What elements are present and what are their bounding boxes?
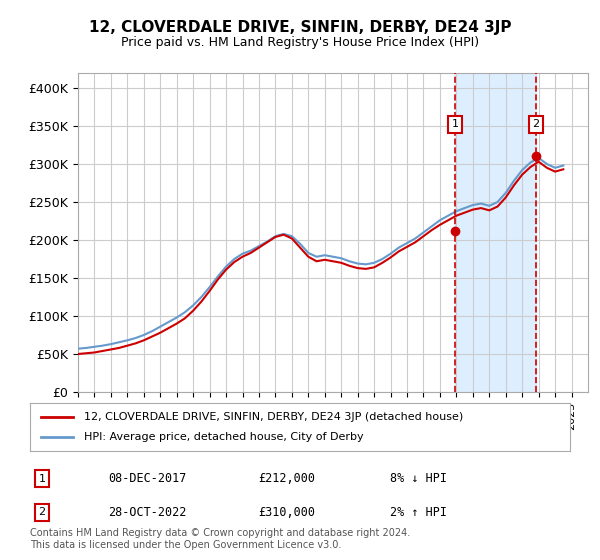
Text: Contains HM Land Registry data © Crown copyright and database right 2024.
This d: Contains HM Land Registry data © Crown c…: [30, 528, 410, 550]
Text: 12, CLOVERDALE DRIVE, SINFIN, DERBY, DE24 3JP (detached house): 12, CLOVERDALE DRIVE, SINFIN, DERBY, DE2…: [84, 412, 463, 422]
Text: £212,000: £212,000: [258, 472, 315, 486]
Text: 1: 1: [38, 474, 46, 484]
Text: 1: 1: [452, 119, 458, 129]
Text: 2: 2: [532, 119, 539, 129]
Text: 2% ↑ HPI: 2% ↑ HPI: [390, 506, 447, 519]
Text: £310,000: £310,000: [258, 506, 315, 519]
Text: 08-DEC-2017: 08-DEC-2017: [108, 472, 187, 486]
Text: 28-OCT-2022: 28-OCT-2022: [108, 506, 187, 519]
Text: 8% ↓ HPI: 8% ↓ HPI: [390, 472, 447, 486]
Bar: [455, 73, 536, 392]
Text: HPI: Average price, detached house, City of Derby: HPI: Average price, detached house, City…: [84, 432, 364, 442]
Text: Price paid vs. HM Land Registry's House Price Index (HPI): Price paid vs. HM Land Registry's House …: [121, 36, 479, 49]
Text: 2: 2: [38, 507, 46, 517]
Text: 12, CLOVERDALE DRIVE, SINFIN, DERBY, DE24 3JP: 12, CLOVERDALE DRIVE, SINFIN, DERBY, DE2…: [89, 20, 511, 35]
